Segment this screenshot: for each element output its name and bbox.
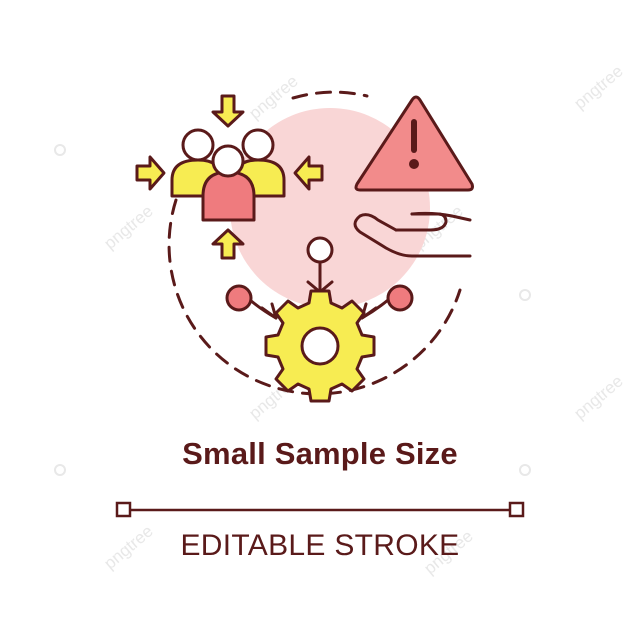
arrow-up-icon (211, 228, 245, 260)
arrow-down-icon (211, 94, 245, 128)
node-icon-right (386, 284, 414, 312)
open-hand-icon (353, 211, 472, 258)
node-connectors (248, 260, 390, 320)
editable-stroke-divider (115, 501, 525, 518)
node-icon-top (306, 236, 334, 264)
watermark-text: pngtree (100, 201, 156, 253)
arrow-right-icon (135, 155, 166, 191)
watermark-text: pngtree (570, 61, 626, 113)
watermark-text: pngtree (570, 371, 626, 423)
divider-handle-right (508, 501, 525, 518)
title: Small Sample Size (182, 436, 458, 471)
subtitle: EDITABLE STROKE (180, 529, 460, 562)
node-icon-left (225, 284, 253, 312)
divider-handle-left (115, 501, 132, 518)
gear-icon (264, 289, 376, 403)
dashed-ring (167, 90, 462, 396)
arrow-left-icon (293, 155, 324, 191)
people-group-icon (170, 128, 286, 222)
warning-triangle-icon (354, 95, 474, 192)
